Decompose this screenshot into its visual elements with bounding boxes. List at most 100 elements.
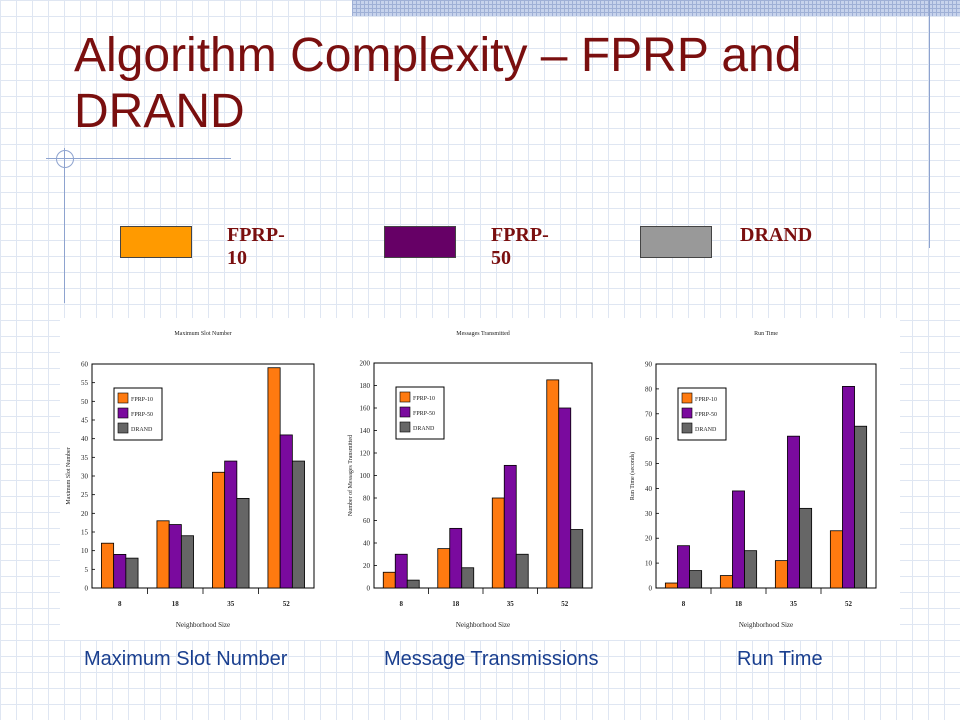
legend-label: FPRP-10 [695,397,717,403]
bar [168,524,182,589]
y-tick-label: 30 [645,510,653,518]
chart-1-ylabel: Maximum Slot Number [66,447,72,504]
x-tick-label: 52 [845,600,853,608]
legend-swatch [399,421,411,433]
x-tick-label: 18 [735,600,743,608]
y-tick-label: 80 [645,385,653,393]
bar [236,497,250,589]
x-tick-label: 35 [790,600,798,608]
bar [732,490,745,589]
legend-label: DRAND [413,426,435,432]
bar [677,545,690,589]
y-tick-label: 35 [81,454,89,462]
legend-label-fprp10: FPRP-10 [227,224,285,269]
legend-swatch-drand [640,226,712,258]
x-tick-label: 18 [452,600,460,608]
y-tick-label: 20 [363,562,371,570]
y-tick-label: 60 [363,517,371,525]
slide-title: Algorithm Complexity – FPRP and DRAND [74,29,802,138]
bar [664,582,678,589]
legend-swatch-fprp50 [384,226,456,258]
chart-1-title: Maximum Slot Number [174,331,231,337]
bar [406,579,420,589]
charts-panel: Maximum Slot Number 0 5 10 15 20 25 30 35 40 45 50 5… [60,318,900,640]
decorative-band [352,0,960,16]
y-tick-label: 55 [81,379,89,387]
bar [113,553,127,589]
chart-2: Messages Transmitted 0 20 40 60 80 100 120 140 16… [347,331,593,629]
bar [279,434,293,589]
bar [267,367,281,589]
chart-3-title: Run Time [754,331,778,337]
y-tick-label: 10 [81,547,89,555]
y-tick-label: 60 [645,435,653,443]
y-tick-label: 50 [81,398,89,406]
legend-swatch-fprp10 [120,226,192,258]
y-tick-label: 0 [649,585,653,593]
y-tick-label: 30 [81,473,89,481]
x-tick-label: 35 [507,600,515,608]
bar [558,407,572,589]
bar [829,530,843,589]
y-tick-label: 100 [360,472,371,480]
y-tick-label: 45 [81,417,89,425]
y-tick-label: 180 [360,382,371,390]
bar [156,520,170,589]
bar [437,548,451,589]
chart-1-xlabel: Neighborhood Size [176,621,230,629]
bar [546,379,560,589]
bar [212,471,226,589]
legend-label: FPRP-50 [131,412,153,418]
x-tick-label: 8 [400,600,404,608]
charts-svg: Maximum Slot Number 0 5 10 15 20 25 30 35 40 45 50 5… [66,331,877,629]
legend-label: FPRP-50 [695,412,717,418]
legend-swatch [681,422,693,434]
caption-messages: Message Transmissions [384,648,599,670]
bar [180,535,194,589]
bar [101,542,115,589]
chart-3-xlabel: Neighborhood Size [739,621,793,629]
legend-swatch [117,407,129,419]
y-tick-label: 90 [645,361,653,369]
bar [224,460,238,589]
bar [394,553,408,589]
x-tick-label: 8 [118,600,122,608]
y-tick-label: 15 [81,529,89,537]
y-tick-label: 70 [645,410,653,418]
bar [744,550,758,589]
legend-swatch [117,392,129,404]
bar [449,527,463,589]
bar [125,557,139,589]
bar [719,575,733,589]
x-tick-label: 52 [561,600,569,608]
y-tick-label: 0 [367,585,371,593]
bar [491,497,505,589]
y-tick-label: 60 [81,361,89,369]
chart-2-xlabel: Neighborhood Size [456,621,510,629]
chart-2-ylabel: Number of Messages Transmitted [347,435,354,516]
chart-3-ylabel: Run Time (seconds) [629,452,636,500]
legend-label: DRAND [131,427,153,433]
y-tick-label: 25 [81,491,89,499]
bar [382,571,396,589]
decorative-circle [56,150,74,168]
legend-label: DRAND [695,427,717,433]
bar [799,507,813,589]
legend-swatch [681,407,693,419]
y-tick-label: 80 [363,495,371,503]
bar [291,460,305,589]
decorative-rule-vertical [64,148,65,303]
legend-label: FPRP-10 [413,396,435,402]
bar [515,553,529,589]
bar [689,570,703,589]
legend-swatch [399,391,411,403]
legend-label: FPRP-10 [131,397,153,403]
x-tick-label: 52 [283,600,291,608]
x-tick-label: 35 [227,600,235,608]
legend-swatch [117,422,129,434]
bar [461,567,475,589]
y-tick-label: 40 [81,435,89,443]
legend-swatch [399,406,411,418]
legend-label-drand: DRAND [740,224,813,246]
decorative-rule-horizontal [46,158,231,159]
